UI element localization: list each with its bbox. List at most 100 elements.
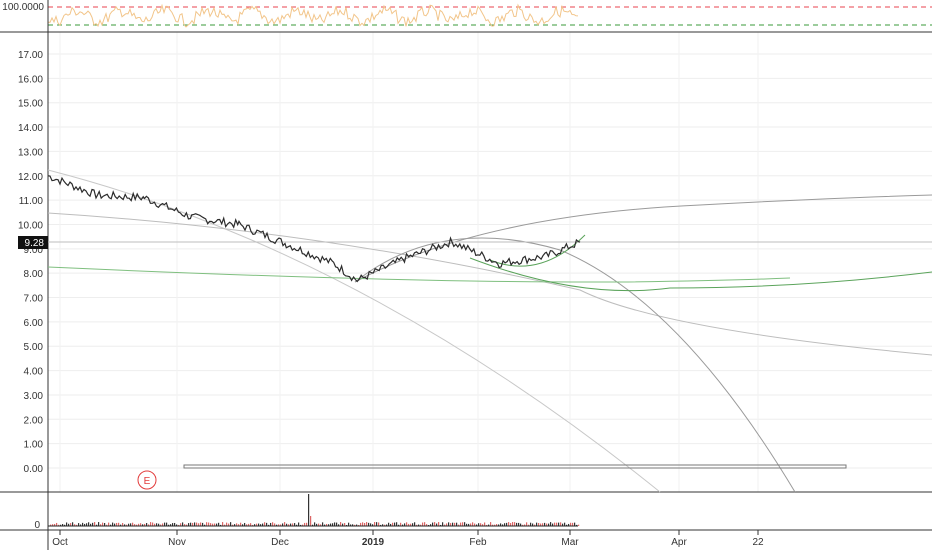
volume-bar xyxy=(456,522,458,526)
volume-bar xyxy=(246,524,248,526)
volume-bar xyxy=(530,522,532,526)
volume-bar xyxy=(372,524,374,526)
time-tick-label: Dec xyxy=(271,537,289,548)
volume-bar xyxy=(548,523,550,526)
volume-bar xyxy=(380,524,382,526)
volume-bar xyxy=(98,522,100,526)
oscillator-panel[interactable]: 100.0000 xyxy=(2,2,932,28)
volume-bar xyxy=(320,524,322,526)
volume-bar xyxy=(74,524,76,526)
volume-bar xyxy=(416,524,418,526)
price-tick-label: 2.00 xyxy=(24,415,44,426)
volume-bar xyxy=(352,524,354,526)
volume-bar xyxy=(102,522,104,526)
volume-bar xyxy=(354,524,356,526)
volume-bar xyxy=(578,524,580,526)
horizontal-level-box[interactable] xyxy=(183,464,847,469)
volume-bar xyxy=(170,524,172,526)
time-axis[interactable]: Oct Nov Dec 2019 Feb Mar Apr 22 xyxy=(52,530,764,548)
volume-bar xyxy=(194,522,196,526)
volume-bar xyxy=(458,524,460,526)
volume-bar xyxy=(124,524,126,526)
volume-bar xyxy=(228,523,230,526)
volume-bar xyxy=(328,524,330,526)
price-tick-label: 4.00 xyxy=(24,367,44,378)
volume-bar xyxy=(286,523,288,526)
volume-bar xyxy=(518,522,520,526)
volume-bar xyxy=(68,523,70,526)
volume-bar xyxy=(110,524,112,526)
price-axis[interactable]: 17.00 16.00 15.00 14.00 13.00 12.00 11.00 10.00… xyxy=(18,50,43,475)
volume-bar xyxy=(204,524,206,526)
volume-bar xyxy=(390,523,392,526)
volume-bar xyxy=(522,524,524,526)
volume-bar xyxy=(556,522,558,526)
volume-bar xyxy=(486,524,488,526)
volume-bar xyxy=(258,523,260,526)
volume-bar xyxy=(146,523,148,526)
volume-bar xyxy=(398,524,400,526)
volume-bar xyxy=(504,523,506,526)
volume-bar xyxy=(224,524,226,526)
volume-bar xyxy=(432,522,434,526)
time-tick-label: 2019 xyxy=(362,537,385,548)
volume-bar xyxy=(96,524,98,526)
volume-bar xyxy=(128,523,130,526)
volume-panel[interactable]: 0 xyxy=(34,494,580,531)
earnings-label: E xyxy=(144,476,151,487)
volume-bar xyxy=(544,522,546,526)
volume-bar xyxy=(184,524,186,526)
arc-curve-gray-2 xyxy=(354,194,932,283)
volume-bar xyxy=(346,524,348,526)
volume-bar xyxy=(506,522,508,526)
volume-bar xyxy=(408,523,410,526)
volume-bar xyxy=(182,522,184,526)
volume-bar xyxy=(138,523,140,526)
volume-bar xyxy=(526,522,528,526)
volume-bar xyxy=(72,522,74,526)
volume-bar xyxy=(212,523,214,526)
volume-bar xyxy=(188,523,190,526)
volume-bar xyxy=(134,524,136,526)
volume-bar xyxy=(388,522,390,526)
volume-bar xyxy=(256,523,258,526)
time-tick-label: Apr xyxy=(671,537,687,548)
volume-bar xyxy=(502,524,504,526)
volume-bar xyxy=(152,522,154,526)
volume-bar xyxy=(64,524,66,526)
volume-bar xyxy=(366,522,368,526)
volume-bar xyxy=(358,524,360,526)
volume-bar xyxy=(568,523,570,526)
volume-bar xyxy=(274,523,276,526)
volume-bar xyxy=(450,523,452,526)
volume-bar xyxy=(412,523,414,526)
volume-bar xyxy=(294,523,296,526)
volume-bar xyxy=(62,524,64,526)
volume-bar xyxy=(190,522,192,526)
volume-bar xyxy=(480,523,482,526)
time-tick-label: Nov xyxy=(168,537,186,548)
volume-bar xyxy=(392,522,394,526)
volume-bar xyxy=(396,522,398,526)
volume-bar xyxy=(452,522,454,526)
volume-bar xyxy=(50,524,52,526)
oscillator-line xyxy=(47,3,579,28)
earnings-circle xyxy=(137,470,157,490)
earnings-marker[interactable]: E xyxy=(137,470,157,490)
volume-bar xyxy=(308,494,310,526)
volume-bar xyxy=(334,522,336,526)
volume-bar xyxy=(118,522,120,526)
volume-bar xyxy=(218,522,220,526)
volume-bar xyxy=(164,522,166,526)
volume-bar xyxy=(520,523,522,526)
arc-curve-green-1 xyxy=(47,266,791,283)
volume-bar xyxy=(154,523,156,526)
volume-bar xyxy=(66,522,68,526)
price-tick-label: 13.00 xyxy=(18,147,43,158)
price-tick-label: 1.00 xyxy=(24,440,44,451)
volume-bar xyxy=(272,522,274,526)
volume-bar xyxy=(546,523,548,526)
volume-bar xyxy=(494,524,496,526)
volume-bar xyxy=(56,522,58,526)
